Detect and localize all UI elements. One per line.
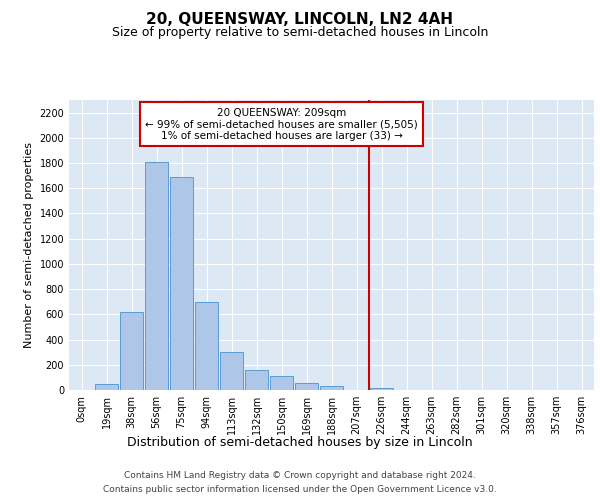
Text: Contains HM Land Registry data © Crown copyright and database right 2024.: Contains HM Land Registry data © Crown c…: [124, 472, 476, 480]
Bar: [245, 370, 268, 390]
Bar: [145, 162, 169, 390]
Bar: [370, 388, 394, 390]
Bar: [269, 376, 293, 390]
Text: 20, QUEENSWAY, LINCOLN, LN2 4AH: 20, QUEENSWAY, LINCOLN, LN2 4AH: [146, 12, 454, 28]
Text: Distribution of semi-detached houses by size in Lincoln: Distribution of semi-detached houses by …: [127, 436, 473, 449]
Bar: [170, 177, 193, 390]
Text: 20 QUEENSWAY: 209sqm
← 99% of semi-detached houses are smaller (5,505)
1% of sem: 20 QUEENSWAY: 209sqm ← 99% of semi-detac…: [145, 108, 418, 141]
Bar: [194, 302, 218, 390]
Bar: [295, 383, 319, 390]
Bar: [220, 352, 244, 390]
Y-axis label: Number of semi-detached properties: Number of semi-detached properties: [24, 142, 34, 348]
Bar: [320, 386, 343, 390]
Text: Contains public sector information licensed under the Open Government Licence v3: Contains public sector information licen…: [103, 484, 497, 494]
Bar: [95, 384, 118, 390]
Text: Size of property relative to semi-detached houses in Lincoln: Size of property relative to semi-detach…: [112, 26, 488, 39]
Bar: [119, 312, 143, 390]
